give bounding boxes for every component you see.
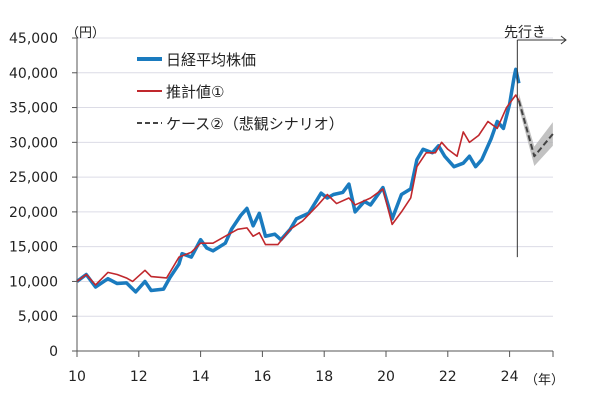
series-line-case2 (517, 100, 554, 158)
x-tick-label: 18 (315, 369, 333, 385)
forecast-marker: 先行き (504, 25, 567, 258)
x-tick-label: 20 (377, 369, 395, 385)
forecast-label: 先行き (504, 25, 546, 41)
legend: 日経平均株価 推計値① ケース②（悲観シナリオ） (137, 51, 344, 133)
plot-area (75, 67, 554, 294)
x-tick-labels: 10 12 14 16 18 20 22 24 (68, 369, 519, 385)
legend-label-estimate: 推計値① (166, 83, 224, 101)
forecast-band (518, 93, 553, 166)
series-line-estimate (76, 94, 520, 286)
y-tick-label: 45,000 (9, 31, 58, 47)
legend-label-nikkei: 日経平均株価 (166, 51, 256, 69)
y-tick-label: 20,000 (9, 205, 58, 221)
y-tick-label: 10,000 (9, 274, 58, 290)
y-unit-label: （円） (66, 26, 105, 41)
y-tick-label: 35,000 (9, 101, 58, 117)
x-tick-label: 16 (253, 369, 271, 385)
x-tick-label: 12 (130, 369, 148, 385)
y-tick-label: 5,000 (18, 309, 58, 325)
y-tick-label: 30,000 (9, 135, 58, 151)
x-tick-label: 22 (439, 369, 457, 385)
x-tick-label: 14 (192, 369, 210, 385)
x-unit-label: （年） (525, 373, 564, 388)
x-tick-label: 24 (501, 369, 519, 385)
series-line-nikkei (75, 67, 521, 294)
arrow-head-icon (560, 35, 567, 45)
y-tick-label: 15,000 (9, 240, 58, 256)
y-tick-label: 25,000 (9, 170, 58, 186)
y-tick-labels: 0 5,000 10,000 15,000 20,000 25,000 30,000 35,0… (9, 31, 58, 360)
legend-label-case2: ケース②（悲観シナリオ） (166, 115, 344, 133)
y-tick-label: 40,000 (9, 66, 58, 82)
x-tick-label: 10 (68, 369, 86, 385)
grid-lines (72, 37, 554, 357)
y-tick-label: 0 (49, 344, 58, 360)
